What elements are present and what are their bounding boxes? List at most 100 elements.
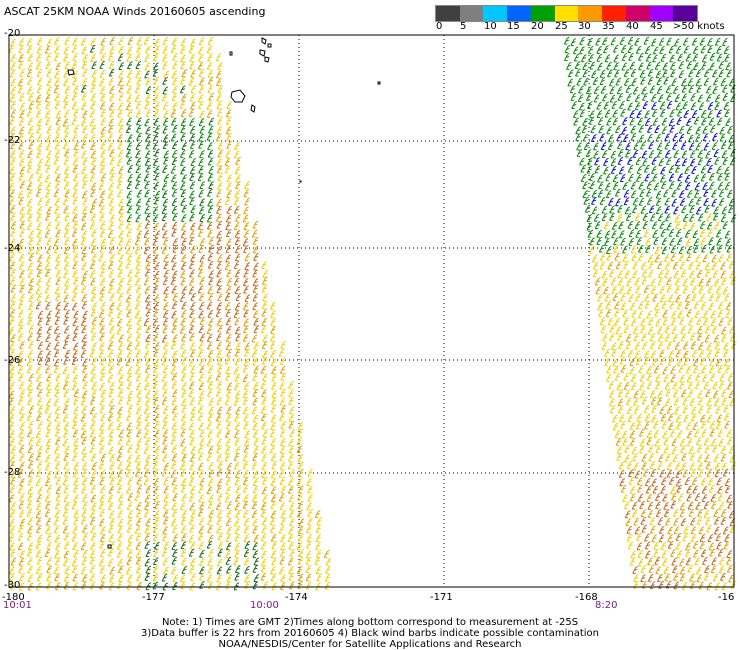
- wind-barb: [162, 325, 169, 334]
- wind-barb: [683, 45, 690, 54]
- colorbar-segment: [530, 6, 555, 21]
- wind-barb: [89, 221, 96, 230]
- wind-barb: [64, 373, 71, 382]
- wind-barb: [153, 213, 159, 222]
- wind-barb: [252, 581, 259, 590]
- wind-barb: [243, 534, 250, 543]
- wind-barb: [644, 293, 651, 302]
- wind-barb: [126, 46, 133, 55]
- wind-barb: [640, 261, 647, 270]
- wind-barb: [727, 125, 733, 134]
- wind-barb: [680, 269, 687, 278]
- wind-barb: [144, 502, 150, 510]
- wind-barb: [261, 421, 267, 430]
- wind-barb: [655, 318, 661, 327]
- wind-barb: [698, 102, 705, 111]
- wind-barb: [126, 341, 133, 350]
- wind-barb: [707, 164, 713, 173]
- wind-barb: [224, 197, 231, 206]
- wind-barb: [670, 500, 677, 509]
- wind-barb: [225, 317, 232, 326]
- island-outline: [267, 43, 272, 48]
- wind-barb: [627, 45, 634, 53]
- wind-barb: [718, 501, 725, 510]
- wind-barb: [691, 293, 698, 302]
- wind-barb: [207, 564, 214, 573]
- colorbar-segment: [649, 6, 674, 21]
- wind-barb: [729, 454, 736, 463]
- wind-barb: [10, 149, 16, 158]
- wind-barb: [631, 253, 637, 261]
- wind-barb: [81, 469, 88, 477]
- wind-barb: [170, 436, 177, 445]
- wind-barb: [207, 141, 213, 150]
- wind-barb: [270, 573, 277, 582]
- wind-barb: [271, 390, 278, 399]
- wind-barb: [613, 237, 619, 246]
- wind-barb: [154, 261, 160, 270]
- wind-barb: [225, 517, 232, 526]
- wind-barb: [197, 462, 204, 471]
- wind-barb: [27, 53, 34, 62]
- wind-barb: [36, 118, 43, 127]
- wind-barb: [91, 69, 98, 78]
- wind-barb: [596, 101, 602, 110]
- wind-barb: [613, 365, 619, 374]
- wind-barb: [725, 118, 731, 126]
- wind-barb: [206, 188, 213, 197]
- wind-barb: [725, 62, 731, 71]
- colorbar-segment: [483, 6, 508, 21]
- wind-barb: [704, 454, 710, 463]
- wind-barb: [225, 477, 232, 486]
- wind-barb: [163, 462, 170, 471]
- wind-barb: [190, 253, 196, 262]
- wind-barb: [108, 182, 115, 191]
- wind-barb: [609, 94, 616, 103]
- wind-barb: [63, 316, 69, 325]
- wind-barb: [55, 309, 61, 318]
- wind-barb: [687, 325, 694, 334]
- wind-barb: [135, 556, 142, 565]
- wind-barb: [180, 309, 187, 318]
- wind-barb: [190, 470, 196, 479]
- wind-barb: [45, 301, 51, 310]
- wind-barb: [190, 572, 197, 581]
- wind-barb: [116, 541, 123, 550]
- wind-barb: [82, 493, 88, 502]
- wind-barb: [645, 237, 651, 246]
- wind-barb: [289, 502, 295, 511]
- wind-barb: [117, 342, 124, 351]
- wind-barb: [650, 350, 657, 359]
- wind-barb: [170, 117, 177, 126]
- wind-barb: [658, 454, 664, 462]
- wind-barb: [28, 405, 35, 414]
- wind-barb: [109, 461, 115, 470]
- wind-barb: [198, 325, 205, 334]
- wind-barb: [54, 413, 61, 422]
- wind-barb: [582, 117, 588, 126]
- wind-barb: [235, 485, 242, 494]
- wind-barb: [714, 102, 720, 111]
- wind-barb: [198, 189, 204, 198]
- wind-barb: [675, 541, 682, 550]
- wind-barb: [654, 302, 660, 311]
- colorbar-segment: [436, 6, 460, 21]
- wind-barb: [693, 300, 700, 309]
- wind-barb: [655, 508, 662, 517]
- wind-barb: [90, 124, 97, 133]
- wind-barb: [244, 253, 251, 262]
- wind-barb: [19, 340, 25, 349]
- wind-barb: [198, 357, 205, 366]
- wind-barb: [679, 380, 685, 389]
- wind-barb: [161, 357, 168, 366]
- wind-barb: [80, 317, 87, 326]
- wind-barb: [117, 509, 124, 518]
- wind-barb: [600, 85, 607, 94]
- wind-barb: [81, 212, 88, 221]
- wind-barb: [655, 373, 661, 382]
- wind-barb: [208, 292, 214, 301]
- wind-barb: [17, 85, 24, 93]
- wind-barb: [681, 150, 688, 159]
- wind-barb: [8, 390, 15, 399]
- wind-barb: [305, 573, 312, 582]
